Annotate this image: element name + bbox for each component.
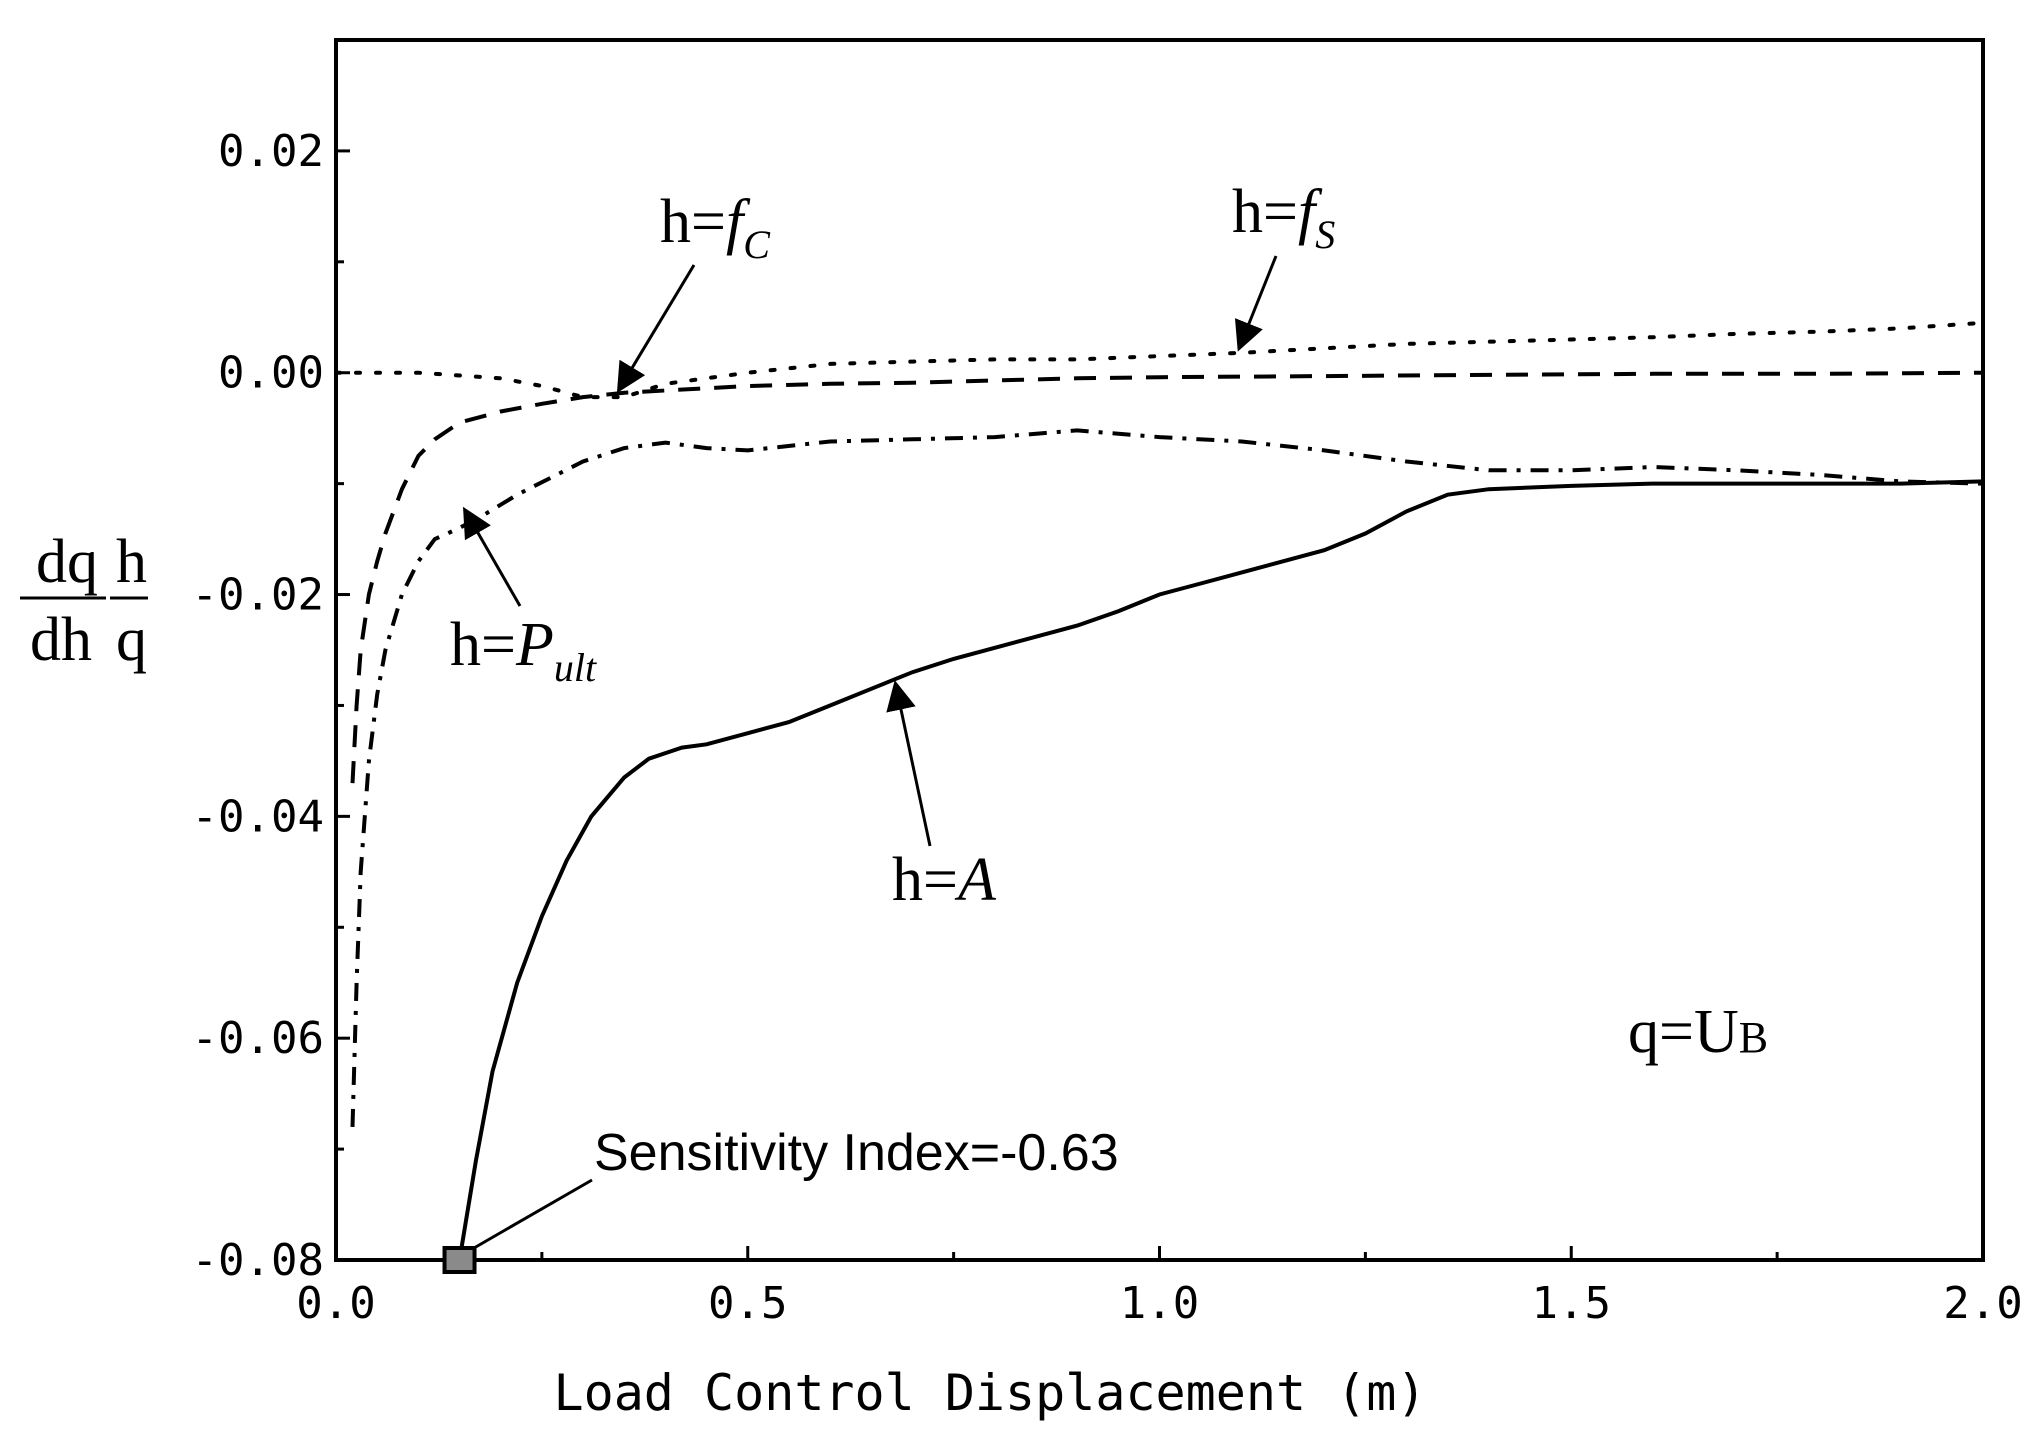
label-q: q=UB xyxy=(1628,998,1768,1066)
svg-text:h=fS: h=fS xyxy=(1232,178,1335,257)
y-tick-label: -0.08 xyxy=(192,1235,324,1286)
y-tick-label: -0.04 xyxy=(192,791,324,842)
label-h-fs: h=fS xyxy=(1232,178,1335,257)
label-pult-prefix: h= xyxy=(450,611,516,679)
label-fc-prefix: h= xyxy=(660,188,726,256)
x-axis-title: Load Control Displacement (m) xyxy=(554,1364,1427,1422)
y-label-dh: dh xyxy=(30,606,92,674)
label-a-prefix: h= xyxy=(892,846,958,914)
series-line-h-fc xyxy=(350,370,1984,784)
series-line-h-pult xyxy=(350,428,1984,1127)
series-layer xyxy=(334,320,1985,1261)
x-tick-label: 1.5 xyxy=(1532,1278,1611,1329)
x-tick-label: 0.5 xyxy=(708,1278,787,1329)
arrow-fc xyxy=(616,264,696,394)
arrow-a xyxy=(886,680,932,847)
label-pult-italic: P xyxy=(515,611,554,679)
x-tick-label: 1.0 xyxy=(1120,1278,1199,1329)
y-tick-label: -0.06 xyxy=(192,1013,324,1064)
series-line-h-fs xyxy=(334,320,1985,400)
label-fs-prefix: h= xyxy=(1232,178,1298,246)
y-tick-label: 0.00 xyxy=(218,348,324,399)
label-h-pult: h=Pult xyxy=(450,611,597,690)
label-h-a: h=A xyxy=(892,846,997,914)
y-tick-label: -0.02 xyxy=(192,570,324,621)
svg-text:h=fC: h=fC xyxy=(660,188,771,267)
label-a-italic: A xyxy=(954,846,997,914)
svg-text:h=Pult: h=Pult xyxy=(450,611,597,690)
svg-text:q=UB: q=UB xyxy=(1628,998,1768,1066)
label-h-fc: h=fC xyxy=(660,188,771,267)
label-pult-sub: ult xyxy=(554,645,597,690)
sensitivity-index-label: Sensitivity Index=-0.63 xyxy=(594,1124,1119,1182)
y-tick-label: 0.02 xyxy=(218,126,324,177)
arrow-pult xyxy=(463,506,522,607)
series-line-h-a xyxy=(457,479,1984,1261)
label-q-prefix: q=U xyxy=(1628,998,1739,1066)
label-fc-sub: C xyxy=(743,222,771,267)
arrow-sensitivity xyxy=(473,1178,593,1250)
y-axis-label: dq dh h q xyxy=(20,528,148,674)
y-label-q: q xyxy=(116,606,147,674)
svg-text:h=A: h=A xyxy=(892,846,997,914)
y-label-h: h xyxy=(116,528,147,596)
x-tick-label: 2.0 xyxy=(1943,1278,2022,1329)
sensitivity-marker xyxy=(442,1246,477,1274)
label-q-sub: B xyxy=(1739,1013,1768,1062)
x-tick-label: 0.0 xyxy=(296,1278,375,1329)
y-axis-ticks: 0.02 0.00 -0.02 -0.04 -0.06 -0.08 xyxy=(192,38,350,1286)
label-fs-sub: S xyxy=(1315,212,1335,257)
y-label-dq: dq xyxy=(36,528,98,596)
x-axis-ticks: 0.0 0.5 1.0 1.5 2.0 xyxy=(296,1246,2023,1329)
arrow-fs xyxy=(1234,255,1278,352)
